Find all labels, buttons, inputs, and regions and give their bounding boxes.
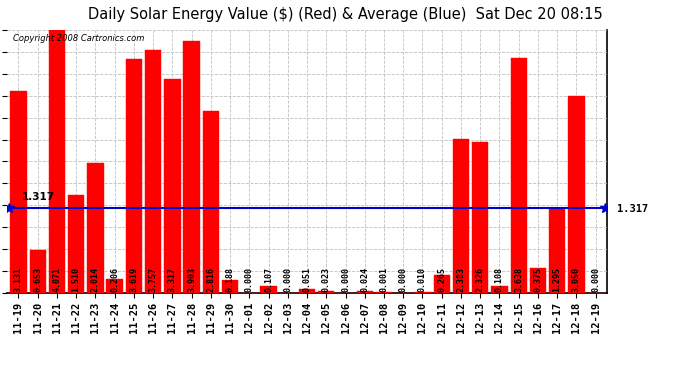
- Text: 0.108: 0.108: [495, 267, 504, 292]
- Bar: [145, 50, 161, 292]
- Bar: [164, 79, 181, 292]
- Bar: [222, 280, 238, 292]
- Bar: [49, 30, 65, 292]
- Bar: [30, 251, 46, 292]
- Bar: [453, 139, 469, 292]
- Text: 0.265: 0.265: [437, 267, 446, 292]
- Bar: [318, 291, 335, 292]
- Bar: [433, 275, 450, 292]
- Bar: [549, 209, 565, 292]
- Text: 0.188: 0.188: [226, 267, 235, 292]
- Text: Copyright 2008 Cartronics.com: Copyright 2008 Cartronics.com: [13, 34, 144, 43]
- Text: 1.317: 1.317: [22, 192, 55, 202]
- Text: 2.326: 2.326: [475, 267, 484, 292]
- Text: 3.638: 3.638: [514, 267, 523, 292]
- Text: 0.000: 0.000: [341, 267, 350, 292]
- Text: 1.295: 1.295: [553, 267, 562, 292]
- Bar: [530, 268, 546, 292]
- Text: 2.014: 2.014: [91, 267, 100, 292]
- Text: 3.757: 3.757: [148, 267, 157, 292]
- Text: 0.051: 0.051: [302, 267, 312, 292]
- Text: 0.653: 0.653: [33, 267, 42, 292]
- Text: 0.000: 0.000: [399, 267, 408, 292]
- Text: 3.317: 3.317: [168, 267, 177, 292]
- Text: 2.383: 2.383: [457, 267, 466, 292]
- Bar: [10, 90, 27, 292]
- Text: 0.375: 0.375: [533, 267, 542, 292]
- Text: 4.071: 4.071: [52, 267, 61, 292]
- Text: 0.001: 0.001: [380, 267, 388, 292]
- Text: 0.000: 0.000: [591, 267, 600, 292]
- Text: 3.050: 3.050: [572, 267, 581, 292]
- Text: 0.107: 0.107: [264, 267, 273, 292]
- Bar: [472, 142, 489, 292]
- Bar: [299, 289, 315, 292]
- Bar: [184, 41, 200, 292]
- Bar: [106, 279, 123, 292]
- Text: 3.131: 3.131: [14, 267, 23, 292]
- Text: Daily Solar Energy Value ($) (Red) & Average (Blue)  Sat Dec 20 08:15: Daily Solar Energy Value ($) (Red) & Ave…: [88, 8, 602, 22]
- Text: 3.619: 3.619: [130, 267, 139, 292]
- Text: 0.010: 0.010: [418, 267, 427, 292]
- Bar: [126, 59, 142, 292]
- Text: 2.816: 2.816: [206, 267, 215, 292]
- Bar: [260, 286, 277, 292]
- Bar: [357, 291, 373, 292]
- Text: 0.206: 0.206: [110, 267, 119, 292]
- Bar: [511, 58, 527, 292]
- Text: 0.000: 0.000: [245, 267, 254, 292]
- Bar: [87, 163, 104, 292]
- Bar: [203, 111, 219, 292]
- Text: 0.023: 0.023: [322, 267, 331, 292]
- Bar: [68, 195, 84, 292]
- Bar: [569, 96, 584, 292]
- Bar: [491, 285, 508, 292]
- Text: 3.903: 3.903: [187, 267, 196, 292]
- Text: 0.024: 0.024: [360, 267, 369, 292]
- Text: 1.510: 1.510: [72, 267, 81, 292]
- Text: 0.000: 0.000: [284, 267, 293, 292]
